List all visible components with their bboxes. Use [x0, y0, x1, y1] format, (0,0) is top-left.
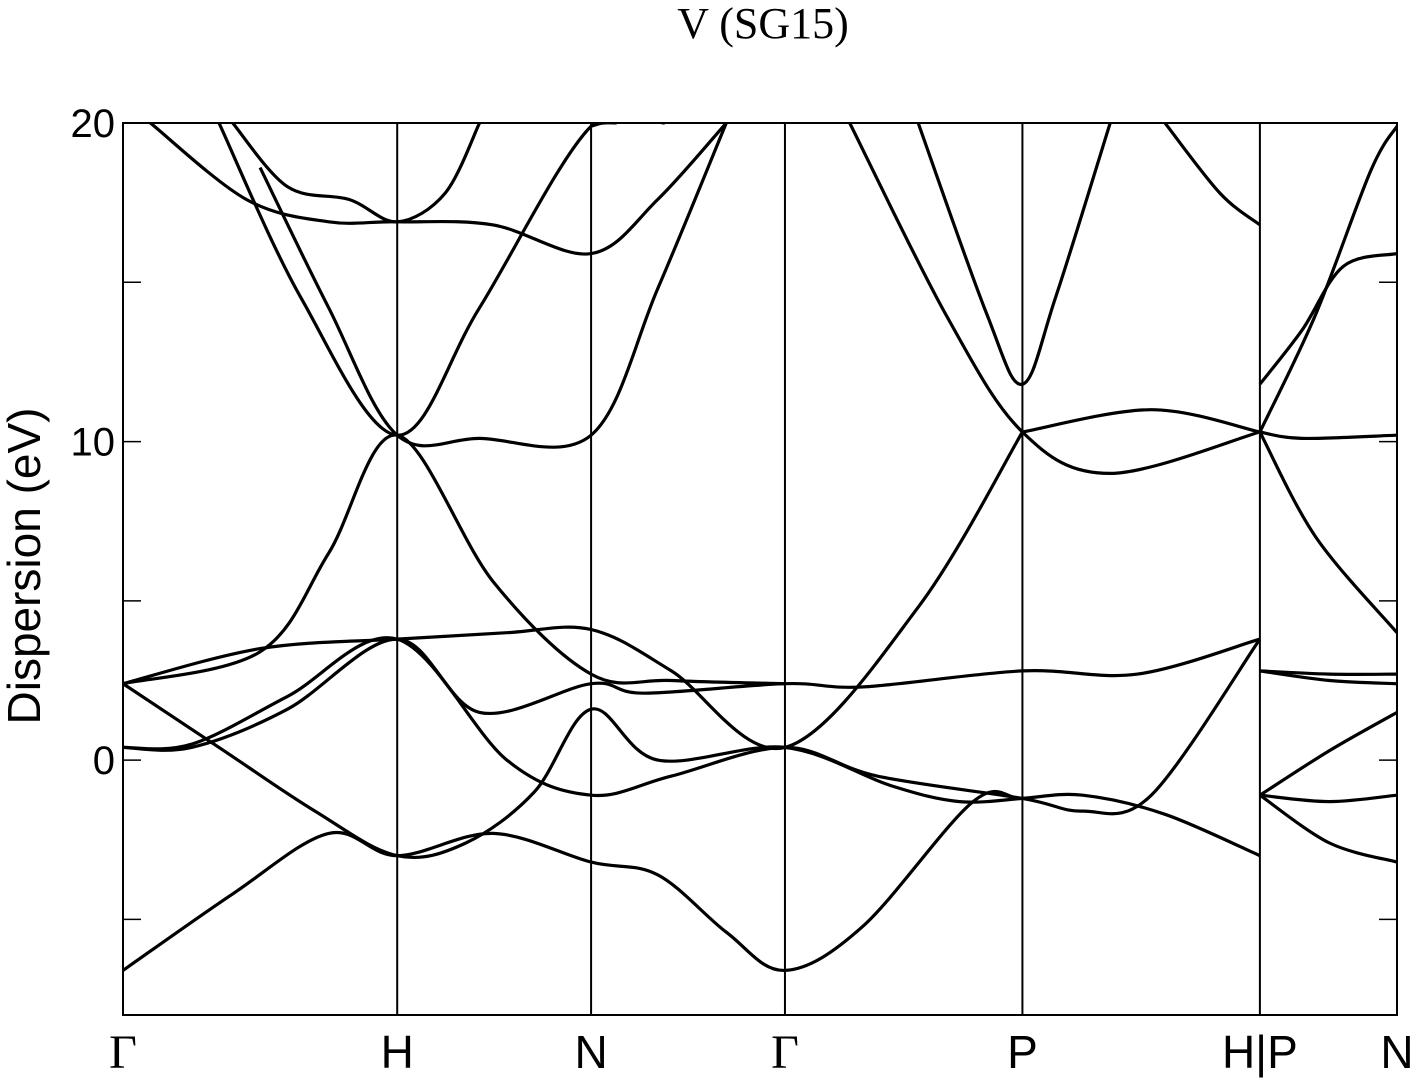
band-line-7: [258, 123, 728, 449]
band-line-16: [1258, 252, 1397, 386]
band-line-14: [1022, 408, 1261, 434]
k-point-label: H|P: [1222, 1026, 1298, 1078]
chart-title: V (SG15): [677, 0, 849, 48]
band-line-13: [916, 123, 1112, 386]
k-point-label: P: [1007, 1026, 1038, 1078]
band-line-15: [1163, 123, 1261, 227]
k-point-label: Γ: [109, 1026, 137, 1079]
band-line-3: [123, 636, 1262, 816]
k-point-label: H: [381, 1026, 414, 1078]
band-line-11: [590, 123, 617, 128]
k-point-label: Γ: [771, 1026, 799, 1079]
band-line-24: [1258, 793, 1397, 864]
band-line-22: [1259, 711, 1397, 797]
band-line-2: [123, 682, 1023, 860]
band-line-9: [149, 123, 728, 256]
k-point-label: N: [574, 1026, 607, 1078]
y-tick-label: 10: [71, 421, 116, 465]
band-line-12: [848, 123, 1261, 475]
plot-frame: [122, 122, 1398, 1016]
band-line-19: [1258, 431, 1397, 634]
band-line-10: [231, 123, 481, 224]
k-point-label: N: [1380, 1026, 1413, 1078]
band-line-8: [217, 123, 665, 437]
band-line-6: [123, 433, 786, 686]
band-line-23: [1259, 793, 1397, 804]
y-tick-label: 0: [93, 739, 115, 783]
band-line-17: [1258, 125, 1397, 433]
y-tick-label: 20: [71, 102, 116, 146]
band-line-4: [123, 637, 1261, 752]
band-line-18: [1259, 430, 1397, 441]
y-axis-label: Dispersion (eV): [0, 408, 50, 725]
band-line-1: [123, 789, 1261, 973]
band-line-5: [123, 431, 1024, 751]
band-line-21: [1259, 669, 1397, 686]
